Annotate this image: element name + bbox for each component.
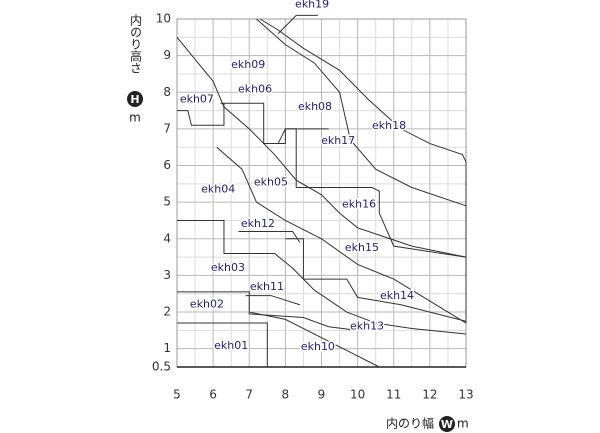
x-unit-letter: W	[441, 418, 453, 431]
boundary-line	[277, 14, 318, 35]
x-tick-label: 8	[282, 388, 290, 402]
region-label: ekh05	[254, 176, 288, 189]
y-tick-label: 3	[163, 268, 171, 282]
region-label: ekh03	[211, 261, 245, 274]
x-tick-label: 12	[422, 388, 437, 402]
boundary-line	[220, 102, 467, 258]
x-tick-label: 7	[245, 388, 253, 402]
x-tick-label: 10	[350, 388, 365, 402]
region-label: ekh09	[231, 58, 265, 71]
boundary-line	[177, 103, 225, 126]
y-tick-label: 6	[163, 158, 171, 172]
boundary-line	[277, 128, 329, 144]
y-unit: m	[129, 111, 141, 125]
x-tick-label: 13	[458, 388, 473, 402]
boundary-line	[285, 238, 467, 322]
region-label: ekh14	[380, 289, 414, 302]
region-label: ekh08	[298, 100, 332, 113]
y-tick-label: 8	[163, 85, 171, 99]
region-label: ekh18	[372, 119, 406, 132]
region-label: ekh06	[238, 83, 272, 96]
y-unit-letter: H	[130, 93, 139, 106]
y-tick-label: 7	[163, 121, 171, 135]
x-tick-label: 11	[386, 388, 401, 402]
region-label: ekh10	[301, 340, 335, 353]
x-tick-label: 5	[173, 388, 181, 402]
y-tick-label: 1	[163, 341, 171, 355]
y-tick-label: 2	[163, 305, 171, 319]
y-tick-label: 9	[163, 48, 171, 62]
region-label: ekh07	[180, 93, 214, 106]
boundary-line	[238, 230, 301, 243]
boundary-line	[256, 18, 467, 207]
y-axis-title: 内のり高さ	[129, 14, 143, 74]
x-unit: m	[457, 417, 469, 431]
x-axis-label: 内のり幅 W m	[386, 416, 469, 432]
boundary-line	[249, 311, 380, 368]
region-label: ekh19	[295, 0, 329, 10]
region-label: ekh02	[190, 298, 224, 311]
region-label: ekh13	[350, 320, 384, 333]
plot	[176, 14, 467, 368]
boundary-line	[216, 146, 467, 324]
region-label: ekh11	[250, 280, 284, 293]
y-tick-label: 10	[156, 12, 171, 26]
x-tick-label: 9	[318, 388, 326, 402]
region-label: ekh01	[214, 339, 248, 352]
region-label: ekh15	[345, 241, 379, 254]
boundary-line	[259, 18, 467, 324]
boundary-line	[177, 291, 358, 331]
x-tick-label: 6	[209, 388, 217, 402]
region-label: ekh16	[342, 198, 376, 211]
y-tick-label: 5	[163, 195, 171, 209]
x-unit-badge	[439, 416, 455, 432]
region-label: ekh17	[321, 134, 355, 147]
region-label: ekh04	[201, 183, 235, 196]
y-tick-label: 4	[163, 231, 171, 245]
boundary-line	[245, 295, 300, 306]
y-axis-label: 内のり高さ H m	[127, 14, 143, 125]
y-unit-badge	[127, 91, 143, 107]
x-axis-title: 内のり幅	[386, 416, 434, 431]
y-tick-label: 0.5	[152, 360, 171, 374]
region-label: ekh12	[241, 217, 275, 230]
boundary-line	[177, 322, 268, 367]
boundary-line	[176, 36, 467, 258]
